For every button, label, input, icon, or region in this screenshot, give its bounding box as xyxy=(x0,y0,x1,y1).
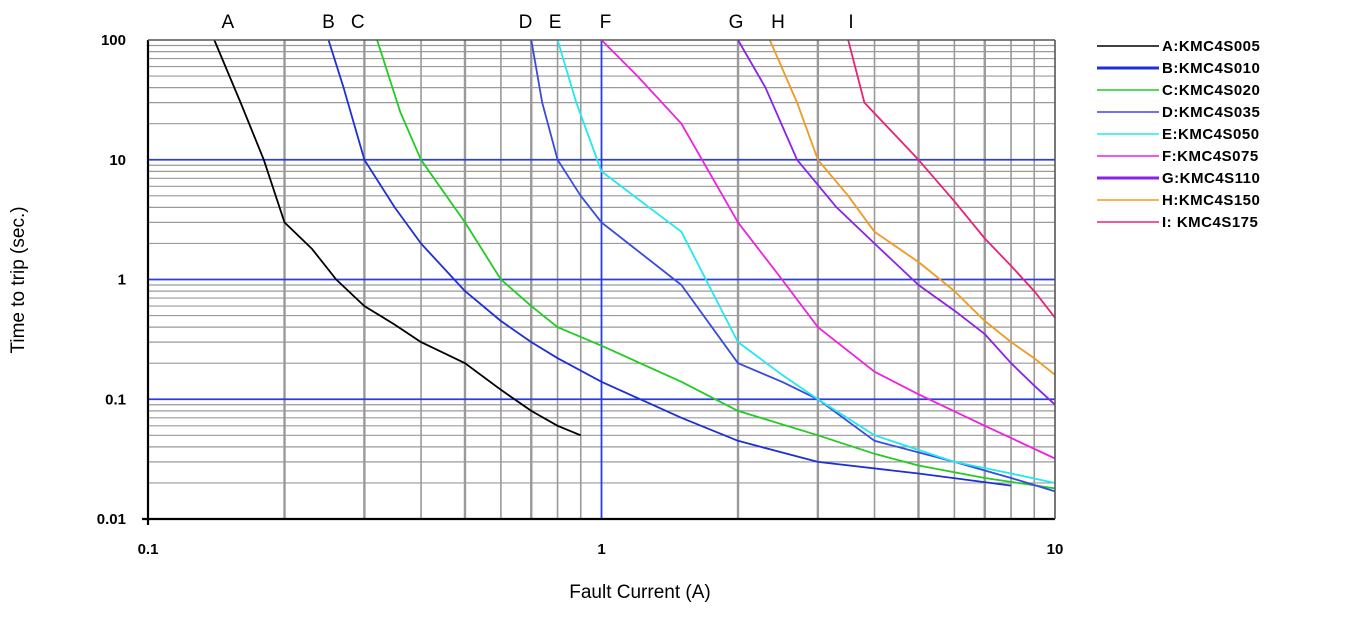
plot-frame xyxy=(142,39,1056,525)
x-axis-title: Fault Current (A) xyxy=(569,582,710,603)
series-line-i xyxy=(847,39,1056,319)
curve-letter-e: E xyxy=(549,12,562,33)
series-line-b xyxy=(327,39,1012,487)
x-tick-label: 1 xyxy=(597,541,605,558)
y-tick-label: 0.1 xyxy=(105,391,126,408)
y-axis-title: Time to trip (sec.) xyxy=(8,206,29,353)
legend-label-d: D:KMC4S035 xyxy=(1162,104,1260,121)
curve-letter-i: I xyxy=(848,12,853,33)
series-line-f xyxy=(600,39,1056,460)
curve-letter-b: B xyxy=(322,12,335,33)
series-line-a xyxy=(213,39,582,437)
series-line-h xyxy=(768,39,1056,376)
legend-label-h: H:KMC4S150 xyxy=(1162,192,1260,209)
legend-label-g: G:KMC4S110 xyxy=(1162,170,1260,187)
series-lines xyxy=(213,39,1056,493)
tick-labels: 0.1 1 10 100 10 1 0.1 0.01 xyxy=(97,32,1064,558)
curve-letter-g: G xyxy=(729,12,744,33)
legend-label-c: C:KMC4S020 xyxy=(1162,82,1260,99)
curve-letter-d: D xyxy=(519,12,533,33)
legend-label-a: A:KMC4S005 xyxy=(1162,38,1260,55)
legend-label-i: I: KMC4S175 xyxy=(1162,214,1258,231)
curve-letter-f: F xyxy=(600,12,612,33)
curve-letter-a: A xyxy=(222,12,235,33)
series-line-e xyxy=(556,39,1056,484)
x-tick-label: 10 xyxy=(1047,541,1064,558)
x-tick-label: 0.1 xyxy=(138,541,159,558)
curve-letter-h: H xyxy=(771,12,785,33)
curve-letter-c: C xyxy=(351,12,365,33)
y-tick-label: 100 xyxy=(101,32,126,49)
grid xyxy=(148,40,1055,519)
series-line-c xyxy=(376,39,1056,490)
legend-label-f: F:KMC4S075 xyxy=(1162,148,1259,165)
y-tick-label: 0.01 xyxy=(97,511,126,528)
legend-label-b: B:KMC4S010 xyxy=(1162,60,1260,77)
y-tick-label: 10 xyxy=(109,152,126,169)
legend-label-e: E:KMC4S050 xyxy=(1162,126,1260,143)
series-line-g xyxy=(737,39,1056,406)
legend: A:KMC4S005 B:KMC4S010 C:KMC4S020 D:KMC4S035… xyxy=(1097,38,1260,231)
y-tick-label: 1 xyxy=(118,272,126,289)
